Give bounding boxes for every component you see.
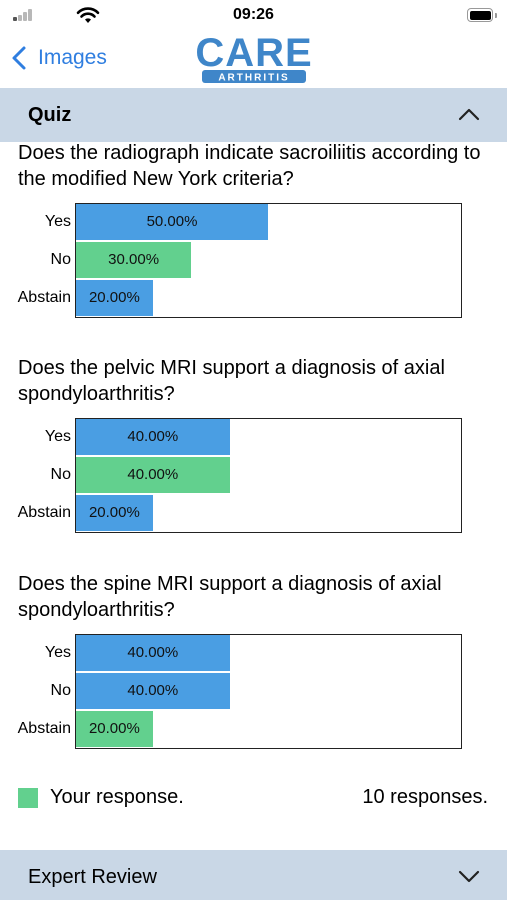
bar-yes: 50.00% <box>76 204 268 240</box>
bar-label-yes: Yes <box>44 213 71 230</box>
bar-label-abstain: Abstain <box>17 289 71 306</box>
question-1: Does the radiograph indicate sacroiliiti… <box>18 140 493 192</box>
expert-review-title: Expert Review <box>28 865 157 888</box>
status-time: 09:26 <box>233 6 274 23</box>
question-3: Does the spine MRI support a diagnosis o… <box>18 571 493 623</box>
bar-label-abstain: Abstain <box>17 504 71 521</box>
cellular-signal-icon <box>13 9 35 21</box>
wifi-icon <box>76 7 100 23</box>
question-text: Does the radiograph indicate sacroiliiti… <box>18 142 481 190</box>
question-1-chart: Yes 50.00% No 30.00% Abstain 20.00% <box>18 203 462 318</box>
chevron-left-icon <box>12 46 26 70</box>
legend: Your response. 10 responses. <box>18 784 488 814</box>
question-2-chart: Yes 40.00% No 40.00% Abstain 20.00% <box>18 418 462 533</box>
logo-sub-text: ARTHRITIS <box>218 73 289 84</box>
bar-no: 40.00% <box>76 457 230 493</box>
nav-bar: Images CARE ARTHRITIS <box>0 30 507 88</box>
back-button[interactable]: Images <box>10 42 107 74</box>
expert-review-section-header[interactable]: Expert Review <box>0 850 507 900</box>
bar-no: 40.00% <box>76 673 230 709</box>
bar-label-yes: Yes <box>44 644 71 661</box>
bar-abstain: 20.00% <box>76 711 153 747</box>
quiz-title: Quiz <box>28 103 72 126</box>
question-text: Does the pelvic MRI support a diagnosis … <box>18 357 445 405</box>
bar-yes: 40.00% <box>76 419 230 455</box>
care-arthritis-logo: CARE ARTHRITIS <box>196 31 312 84</box>
bar-label-no: No <box>50 466 71 483</box>
battery-icon <box>467 8 497 22</box>
bar-label-no: No <box>50 682 71 699</box>
question-2: Does the pelvic MRI support a diagnosis … <box>18 355 493 407</box>
chevron-down-icon[interactable] <box>457 868 481 884</box>
back-button-label: Images <box>38 46 107 69</box>
status-bar: 09:26 <box>0 0 507 30</box>
bar-no: 30.00% <box>76 242 192 278</box>
bar-yes: 40.00% <box>76 635 230 671</box>
question-3-chart: Yes 40.00% No 40.00% Abstain 20.00% <box>18 634 462 749</box>
legend-label: Your response. <box>50 786 184 808</box>
bar-abstain: 20.00% <box>76 280 153 316</box>
bar-label-no: No <box>50 251 71 268</box>
bar-label-yes: Yes <box>44 428 71 445</box>
chevron-up-icon[interactable] <box>457 106 481 122</box>
legend-swatch <box>18 788 38 808</box>
bar-label-abstain: Abstain <box>17 720 71 737</box>
bar-abstain: 20.00% <box>76 495 153 531</box>
response-count: 10 responses. <box>362 786 488 808</box>
question-text: Does the spine MRI support a diagnosis o… <box>18 573 442 621</box>
quiz-section-header[interactable]: Quiz <box>0 88 507 142</box>
logo-main-text: CARE <box>196 31 312 75</box>
